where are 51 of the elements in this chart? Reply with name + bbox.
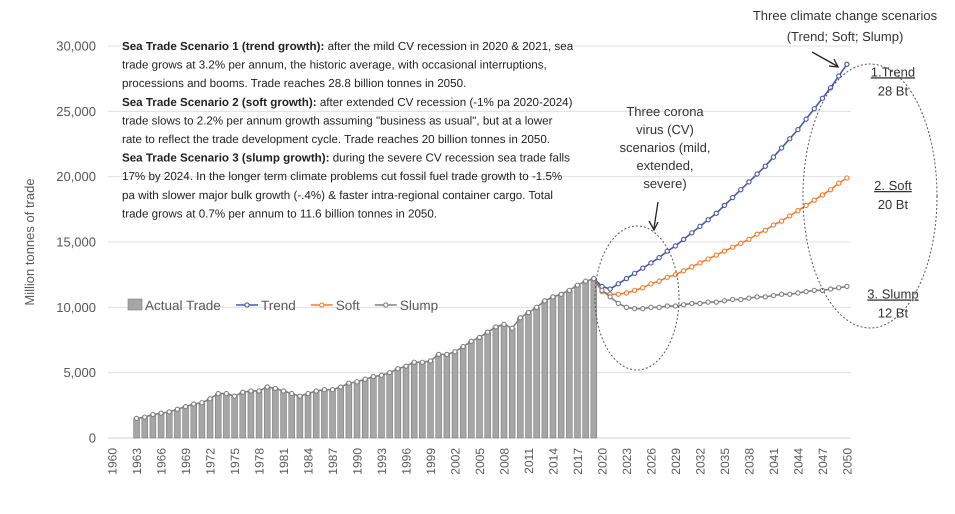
y-tick-label: 0 [88,430,96,446]
x-tick-label: 2041 [766,448,781,475]
x-tick-label: 2017 [570,448,585,475]
text: 3. Slump 12 Bt [867,286,919,320]
x-tick-label: 2047 [816,448,830,475]
x-tick-label: 2050 [840,448,854,475]
x-tick-label: 1993 [375,448,390,475]
y-tick-label: 15,000 [56,234,96,250]
x-tick-label: 1960 [106,448,120,475]
legend-label: Trend [261,298,296,313]
x-tick-label: 2005 [473,448,487,475]
x-tick-label: 2038 [742,448,756,475]
annotation: Three corona virus (CV) scenarios (mild, extended, severe) [619,104,711,191]
x-tick-label: 1966 [154,448,169,475]
y-tick-label: 10,000 [56,300,96,315]
x-tick-label: 2044 [791,448,806,475]
x-tick-label: 2011 [522,448,536,474]
x-tick-label: 1978 [252,448,267,475]
x-tick-label: 2035 [718,448,732,475]
x-tick-label: 2014 [546,448,560,475]
legend-label: Soft [336,298,360,313]
y-tick-label: 30,000 [56,38,96,54]
text: Three climate change scenarios (Trend; Soft; Slump) [752,8,938,44]
y-tick-label: 25,000 [56,104,96,119]
x-tick-label: 1984 [302,448,316,475]
x-tick-label: 2026 [644,448,658,475]
x-tick-label: 2032 [693,448,708,475]
x-tick-label: 2008 [497,448,512,475]
x-tick-label: 1972 [204,448,218,475]
x-tick-label: 2023 [620,448,634,475]
x-tick-label: 1987 [326,448,340,475]
x-tick-label: 1999 [424,448,438,475]
y-tick-label: 20,000 [56,169,96,184]
x-tick-label: 2020 [595,448,610,475]
x-tick-label: 1981 [277,448,292,475]
legend-label: Slump [400,298,438,313]
text: Sea Trade Scenario 3 (slump growth): during the severe CV recession sea trade falls 17% by 2024. In the longer term climate problems cut fossil fuel trade growth to -1.5% pa with slower major bulk growth (-.4%) & faster intra-regional container cargo. Total trade grows at 0.7% per annum to 11.6 billion tonnes in 2050. [122,152,570,220]
legend-label: Actual Trade [145,298,221,313]
x-tick-label: 1975 [228,448,242,475]
x-tick-label: 1990 [350,448,365,475]
text: Sea Trade Scenario 2 (soft growth): after extended CV recession (-1% pa 2020-2024) trade slows to 2.2% per annum growth assuming "business as usual", but at a lower rate to reflect the trade development cycle. Trade reaches 20 billion tonnes in 2050. [122,96,572,146]
x-tick-label: 2002 [448,448,463,475]
y-axis-title: Million tonnes of trade [22,178,37,306]
text: Sea Trade Scenario 1 (trend growth): after the mild CV recession in 2020 & 2021, sea trade grows at 3.2% per annum, the historic average, with occasional interruptions, processions and booms. Trade reaches 28.8 billion tonnes in 2050. [122,40,574,90]
x-tick-label: 1963 [130,448,144,475]
text: 1.Trend 28 Bt [870,64,916,98]
text: 2. Soft 20 Bt [874,178,912,212]
x-tick-label: 1996 [400,448,414,475]
y-tick-label: 5,000 [63,365,96,380]
x-tick-label: 2029 [668,448,683,475]
x-tick-label: 1969 [179,448,194,475]
